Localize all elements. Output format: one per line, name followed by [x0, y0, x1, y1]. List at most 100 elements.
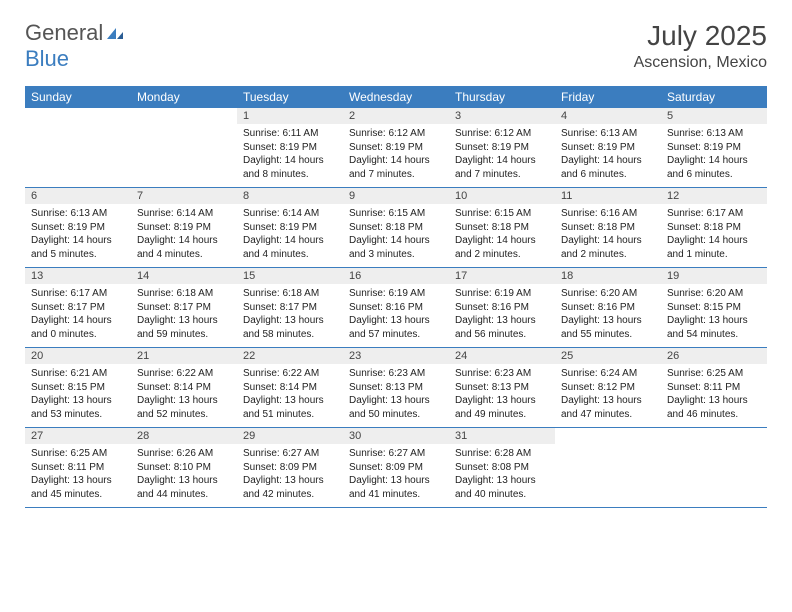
sunset-text: Sunset: 8:16 PM [561, 301, 655, 315]
cell-body: Sunrise: 6:14 AMSunset: 8:19 PMDaylight:… [237, 204, 343, 267]
calendar-page: General July 2025 Ascension, Mexico Blue… [0, 0, 792, 528]
sunset-text: Sunset: 8:18 PM [455, 221, 549, 235]
calendar-cell: 26 Sunrise: 6:25 AMSunset: 8:11 PMDayligh… [661, 348, 767, 427]
day-number: 9 [343, 188, 449, 204]
sunrise-text: Sunrise: 6:27 AM [243, 447, 337, 461]
day-number: 26 [661, 348, 767, 364]
sunrise-text: Sunrise: 6:13 AM [561, 127, 655, 141]
sunset-text: Sunset: 8:17 PM [243, 301, 337, 315]
calendar-cell: 18Sunrise: 6:20 AMSunset: 8:16 PMDayligh… [555, 268, 661, 347]
daylight-text: Daylight: 14 hours and 2 minutes. [455, 234, 549, 261]
daylight-text: Daylight: 14 hours and 8 minutes. [243, 154, 337, 181]
sunrise-text: Sunrise: 6:15 AM [455, 207, 549, 221]
calendar-cell: 20Sunrise: 6:21 AMSunset: 8:15 PMDayligh… [25, 348, 131, 427]
day-number: 21 [131, 348, 237, 364]
sunset-text: Sunset: 8:19 PM [137, 221, 231, 235]
sunrise-text: Sunrise: 6:18 AM [243, 287, 337, 301]
daylight-text: Daylight: 13 hours and 45 minutes. [31, 474, 125, 501]
weekday-monday: Monday [131, 86, 237, 108]
calendar-cell: 2Sunrise: 6:12 AMSunset: 8:19 PMDaylight… [343, 108, 449, 187]
calendar-cell: 16Sunrise: 6:19 AMSunset: 8:16 PMDayligh… [343, 268, 449, 347]
cell-body: Sunrise: 6:15 AMSunset: 8:18 PMDaylight:… [449, 204, 555, 267]
sunrise-text: Sunrise: 6:19 AM [455, 287, 549, 301]
sunrise-text: Sunrise: 6:13 AM [31, 207, 125, 221]
sunrise-text: Sunrise: 6:27 AM [349, 447, 443, 461]
sunrise-text: Sunrise: 6:12 AM [455, 127, 549, 141]
daylight-text: Daylight: 13 hours and 56 minutes. [455, 314, 549, 341]
cell-body: Sunrise: 6:17 AMSunset: 8:18 PMDaylight:… [661, 204, 767, 267]
day-number: 3 [449, 108, 555, 124]
cell-body [661, 432, 767, 441]
calendar-week: 1Sunrise: 6:11 AMSunset: 8:19 PMDaylight… [25, 108, 767, 188]
cell-body [25, 112, 131, 121]
daylight-text: Daylight: 13 hours and 58 minutes. [243, 314, 337, 341]
cell-body: Sunrise: 6:14 AMSunset: 8:19 PMDaylight:… [131, 204, 237, 267]
cell-body: Sunrise: 6:13 AMSunset: 8:19 PMDaylight:… [555, 124, 661, 187]
cell-body: Sunrise: 6:19 AMSunset: 8:16 PMDaylight:… [449, 284, 555, 347]
calendar-cell: 21Sunrise: 6:22 AMSunset: 8:14 PMDayligh… [131, 348, 237, 427]
sunset-text: Sunset: 8:11 PM [667, 381, 761, 395]
calendar-cell: 19Sunrise: 6:20 AMSunset: 8:15 PMDayligh… [661, 268, 767, 347]
sunrise-text: Sunrise: 6:23 AM [455, 367, 549, 381]
weekday-header-row: Sunday Monday Tuesday Wednesday Thursday… [25, 86, 767, 108]
cell-body: Sunrise: 6:16 AMSunset: 8:18 PMDaylight:… [555, 204, 661, 267]
calendar-week: 13Sunrise: 6:17 AMSunset: 8:17 PMDayligh… [25, 268, 767, 348]
weekday-wednesday: Wednesday [343, 86, 449, 108]
calendar-cell: 25Sunrise: 6:24 AMSunset: 8:12 PMDayligh… [555, 348, 661, 427]
daylight-text: Daylight: 13 hours and 46 minutes. [667, 394, 761, 421]
daylight-text: Daylight: 14 hours and 4 minutes. [137, 234, 231, 261]
sunset-text: Sunset: 8:15 PM [667, 301, 761, 315]
sunset-text: Sunset: 8:17 PM [31, 301, 125, 315]
cell-body: Sunrise: 6:28 AMSunset: 8:08 PMDaylight:… [449, 444, 555, 507]
cell-body: Sunrise: 6:27 AMSunset: 8:09 PMDaylight:… [237, 444, 343, 507]
sunset-text: Sunset: 8:18 PM [667, 221, 761, 235]
day-number: 12 [661, 188, 767, 204]
day-number: 11 [555, 188, 661, 204]
sunset-text: Sunset: 8:09 PM [243, 461, 337, 475]
daylight-text: Daylight: 13 hours and 54 minutes. [667, 314, 761, 341]
calendar-cell: 28Sunrise: 6:26 AMSunset: 8:10 PMDayligh… [131, 428, 237, 507]
sunset-text: Sunset: 8:19 PM [243, 141, 337, 155]
cell-body: Sunrise: 6:13 AMSunset: 8:19 PMDaylight:… [661, 124, 767, 187]
daylight-text: Daylight: 14 hours and 7 minutes. [349, 154, 443, 181]
cell-body: Sunrise: 6:17 AMSunset: 8:17 PMDaylight:… [25, 284, 131, 347]
sunset-text: Sunset: 8:15 PM [31, 381, 125, 395]
sunrise-text: Sunrise: 6:19 AM [349, 287, 443, 301]
calendar-cell: 13Sunrise: 6:17 AMSunset: 8:17 PMDayligh… [25, 268, 131, 347]
sunrise-text: Sunrise: 6:25 AM [667, 367, 761, 381]
calendar-cell [661, 428, 767, 507]
day-number: 18 [555, 268, 661, 284]
sunrise-text: Sunrise: 6:11 AM [243, 127, 337, 141]
sunrise-text: Sunrise: 6:25 AM [31, 447, 125, 461]
daylight-text: Daylight: 13 hours and 51 minutes. [243, 394, 337, 421]
daylight-text: Daylight: 14 hours and 5 minutes. [31, 234, 125, 261]
cell-body: Sunrise: 6:23 AMSunset: 8:13 PMDaylight:… [343, 364, 449, 427]
daylight-text: Daylight: 14 hours and 0 minutes. [31, 314, 125, 341]
calendar-cell: 8Sunrise: 6:14 AMSunset: 8:19 PMDaylight… [237, 188, 343, 267]
sunrise-text: Sunrise: 6:20 AM [561, 287, 655, 301]
daylight-text: Daylight: 13 hours and 40 minutes. [455, 474, 549, 501]
sunset-text: Sunset: 8:16 PM [455, 301, 549, 315]
calendar-cell [25, 108, 131, 187]
sunrise-text: Sunrise: 6:23 AM [349, 367, 443, 381]
sunrise-text: Sunrise: 6:17 AM [667, 207, 761, 221]
cell-body: Sunrise: 6:21 AMSunset: 8:15 PMDaylight:… [25, 364, 131, 427]
sunrise-text: Sunrise: 6:20 AM [667, 287, 761, 301]
calendar-cell [555, 428, 661, 507]
sunset-text: Sunset: 8:19 PM [667, 141, 761, 155]
calendar-cell: 12Sunrise: 6:17 AMSunset: 8:18 PMDayligh… [661, 188, 767, 267]
day-number: 10 [449, 188, 555, 204]
weekday-thursday: Thursday [449, 86, 555, 108]
sunset-text: Sunset: 8:13 PM [455, 381, 549, 395]
daylight-text: Daylight: 14 hours and 7 minutes. [455, 154, 549, 181]
cell-body: Sunrise: 6:20 AMSunset: 8:15 PMDaylight:… [661, 284, 767, 347]
daylight-text: Daylight: 14 hours and 2 minutes. [561, 234, 655, 261]
sunrise-text: Sunrise: 6:21 AM [31, 367, 125, 381]
calendar-cell: 27Sunrise: 6:25 AMSunset: 8:11 PMDayligh… [25, 428, 131, 507]
cell-body: Sunrise: 6:18 AMSunset: 8:17 PMDaylight:… [237, 284, 343, 347]
sunset-text: Sunset: 8:12 PM [561, 381, 655, 395]
sunset-text: Sunset: 8:10 PM [137, 461, 231, 475]
calendar-cell: 30Sunrise: 6:27 AMSunset: 8:09 PMDayligh… [343, 428, 449, 507]
daylight-text: Daylight: 13 hours and 49 minutes. [455, 394, 549, 421]
daylight-text: Daylight: 13 hours and 44 minutes. [137, 474, 231, 501]
